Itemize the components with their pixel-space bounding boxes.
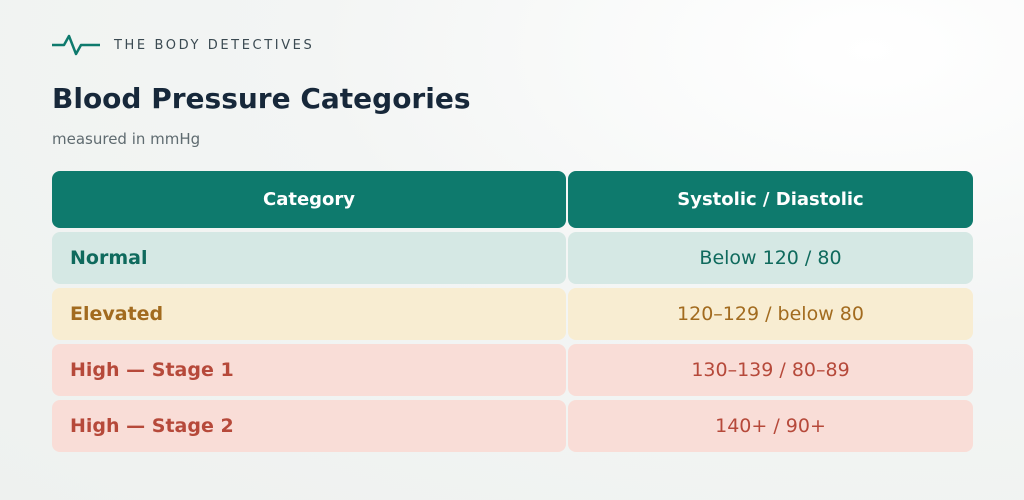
column-header: Systolic / Diastolic bbox=[568, 171, 973, 228]
category-cell: High — Stage 1 bbox=[52, 344, 566, 396]
category-cell: Normal bbox=[52, 232, 566, 284]
category-cell: High — Stage 2 bbox=[52, 400, 566, 452]
table: Category Systolic / Diastolic Normal Bel… bbox=[52, 171, 973, 456]
column-header: Category bbox=[52, 171, 566, 228]
brand-name: THE BODY DETECTIVES bbox=[114, 37, 315, 53]
table-row: High — Stage 2 140+ / 90+ bbox=[52, 400, 973, 452]
table-row: Elevated 120–129 / below 80 bbox=[52, 288, 973, 340]
category-cell: Elevated bbox=[52, 288, 566, 340]
value-cell: Below 120 / 80 bbox=[568, 232, 973, 284]
value-cell: 140+ / 90+ bbox=[568, 400, 973, 452]
subtitle: measured in mmHg bbox=[52, 130, 201, 148]
header-row: Category Systolic / Diastolic bbox=[52, 171, 973, 228]
value-cell: 120–129 / below 80 bbox=[568, 288, 973, 340]
table-row: Normal Below 120 / 80 bbox=[52, 232, 973, 284]
value-cell: 130–139 / 80–89 bbox=[568, 344, 973, 396]
table-row: High — Stage 1 130–139 / 80–89 bbox=[52, 344, 973, 396]
title: Blood Pressure Categories bbox=[52, 82, 471, 115]
brand-logo bbox=[52, 34, 100, 56]
brand: THE BODY DETECTIVES bbox=[52, 33, 314, 57]
